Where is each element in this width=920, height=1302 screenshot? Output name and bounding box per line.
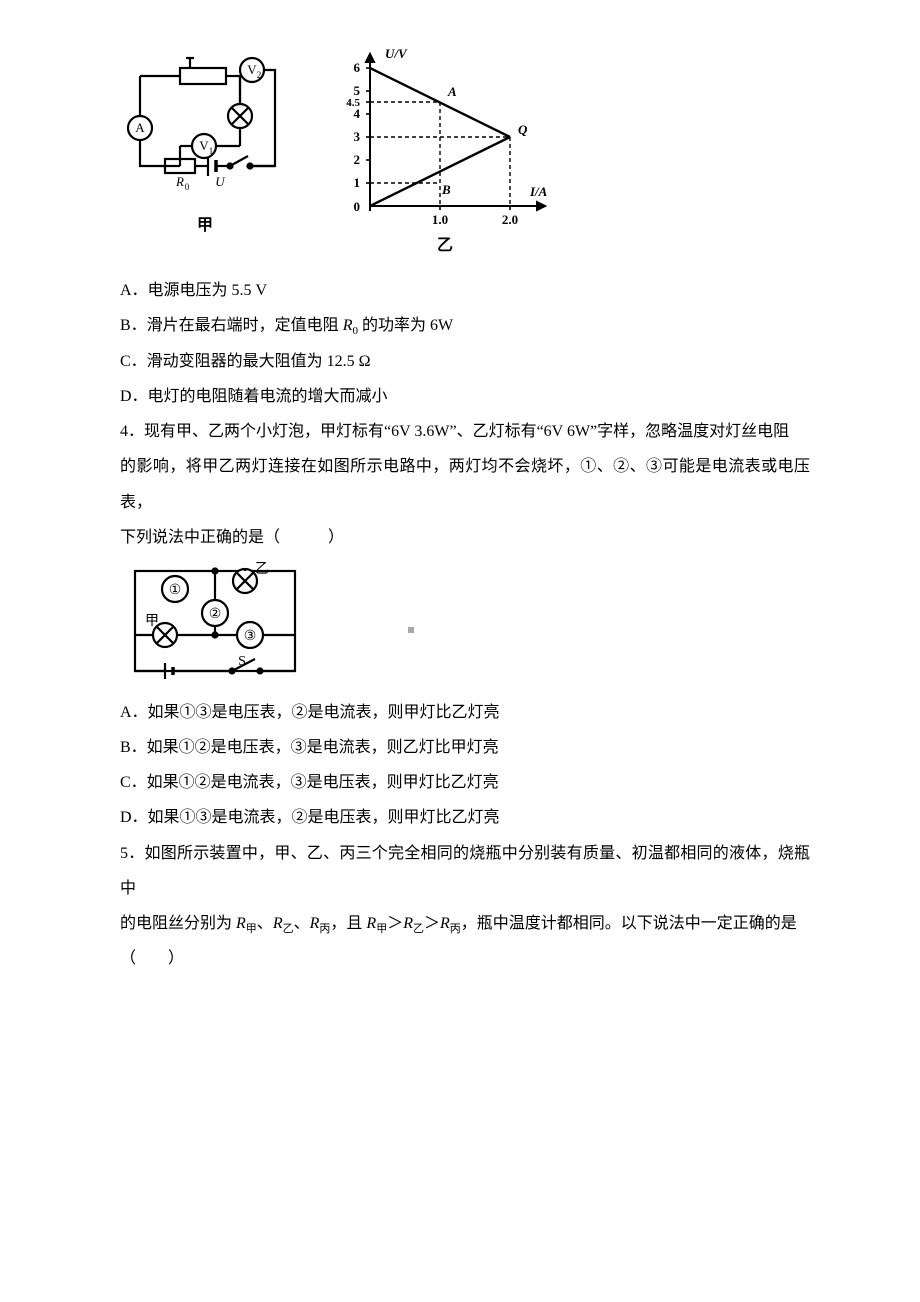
q5-post: ，瓶中温度计都相同。以下说法中一定正确的是	[461, 915, 797, 932]
q5-R1: R	[236, 915, 246, 932]
q3b-post: 的功率为 6W	[358, 317, 453, 334]
fig2-graph: 0 1 2 3 4 4.5 5 6 1.0 2.0 U/V I/A A B Q	[330, 46, 560, 226]
svg-text:I/A: I/A	[529, 184, 548, 199]
q4-stem-3: 下列说法中正确的是（ ）	[120, 520, 810, 555]
q3-option-c: C．滑动变阻器的最大阻值为 12.5 Ω	[120, 344, 810, 379]
q5-gt1: ＞	[387, 915, 403, 932]
svg-text:2.0: 2.0	[502, 212, 518, 226]
q4-option-a: A．如果①③是电压表，②是电流表，则甲灯比乙灯亮	[120, 695, 810, 730]
q5-bing2: 丙	[450, 923, 461, 935]
fig2-caption: 乙	[437, 228, 453, 263]
q5-jia1: 甲	[246, 923, 257, 935]
q3-option-a: A．电源电压为 5.5 V	[120, 273, 810, 308]
svg-text:③: ③	[244, 629, 257, 644]
svg-text:S: S	[238, 654, 246, 669]
svg-text:①: ①	[169, 583, 182, 598]
q5-jia2: 甲	[376, 923, 387, 935]
svg-text:R: R	[175, 174, 184, 189]
svg-text:1.0: 1.0	[432, 212, 448, 226]
q4-option-d: D．如果①③是电流表，②是电压表，则甲灯比乙灯亮	[120, 800, 810, 835]
q3b-pre: B．滑片在最右端时，定值电阻	[120, 317, 343, 334]
svg-text:U: U	[215, 174, 226, 189]
svg-text:U/V: U/V	[385, 46, 408, 61]
q5-sep2: 、	[294, 915, 310, 932]
q4-figure: ① ② ③ 乙 甲 S	[120, 559, 810, 689]
fig2-col: 0 1 2 3 4 4.5 5 6 1.0 2.0 U/V I/A A B Q …	[330, 46, 560, 263]
q5-R5: R	[403, 915, 413, 932]
svg-text:②: ②	[209, 607, 222, 622]
fig1-caption: 甲	[197, 208, 213, 243]
fig1-circuit: A V1 V2 R0 U	[120, 46, 290, 206]
q3-option-d: D．电灯的电阻随着电流的增大而减小	[120, 379, 810, 414]
q5-stem-1: 5．如图所示装置中，甲、乙、丙三个完全相同的烧瓶中分别装有质量、初温都相同的液体…	[120, 836, 810, 906]
q3b-R: R	[343, 317, 353, 334]
q5-yi1: 乙	[283, 923, 294, 935]
q5-R2: R	[273, 915, 283, 932]
q5-R4: R	[366, 915, 376, 932]
svg-text:2: 2	[257, 70, 262, 80]
q5-and: ，且	[330, 915, 366, 932]
svg-text:乙: 乙	[255, 561, 269, 577]
svg-text:A: A	[447, 84, 457, 99]
svg-text:B: B	[441, 182, 451, 197]
svg-text:0: 0	[185, 182, 190, 192]
q5-stem-2: 的电阻丝分别为 R甲、R乙、R丙，且 R甲＞R乙＞R丙，瓶中温度计都相同。以下说…	[120, 906, 810, 941]
svg-text:2: 2	[354, 152, 361, 167]
svg-text:Q: Q	[518, 122, 528, 137]
svg-text:1: 1	[354, 175, 361, 190]
q3-option-b: B．滑片在最右端时，定值电阻 R0 的功率为 6W	[120, 308, 810, 343]
q4-stem-2: 的影响，将甲乙两灯连接在如图所示电路中，两灯均不会烧坏，①、②、③可能是电流表或…	[120, 449, 810, 519]
q3-figure-row: A V1 V2 R0 U 甲	[120, 46, 810, 263]
q5-sep1: 、	[257, 915, 273, 932]
svg-text:5: 5	[354, 83, 361, 98]
q5-pre: 的电阻丝分别为	[120, 915, 236, 932]
svg-text:4.5: 4.5	[346, 97, 360, 109]
q5-R3: R	[310, 915, 320, 932]
q5-yi2: 乙	[413, 923, 424, 935]
svg-text:6: 6	[354, 60, 361, 75]
svg-text:3: 3	[354, 129, 361, 144]
q4-stem-1: 4．现有甲、乙两个小灯泡，甲灯标有“6V 3.6W”、乙灯标有“6V 6W”字样…	[120, 414, 810, 449]
svg-text:0: 0	[354, 199, 361, 214]
svg-text:1: 1	[209, 146, 214, 156]
q4-option-b: B．如果①②是电压表，③是电流表，则乙灯比甲灯亮	[120, 730, 810, 765]
svg-text:甲: 甲	[145, 614, 159, 629]
q4-option-c: C．如果①②是电流表，③是电压表，则甲灯比乙灯亮	[120, 765, 810, 800]
q5-R6: R	[440, 915, 450, 932]
fig1-col: A V1 V2 R0 U 甲	[120, 46, 290, 243]
q5-stem-3: （ ）	[120, 941, 810, 976]
svg-text:A: A	[135, 120, 145, 135]
q5-gt2: ＞	[424, 915, 440, 932]
q5-bing1: 丙	[319, 923, 330, 935]
